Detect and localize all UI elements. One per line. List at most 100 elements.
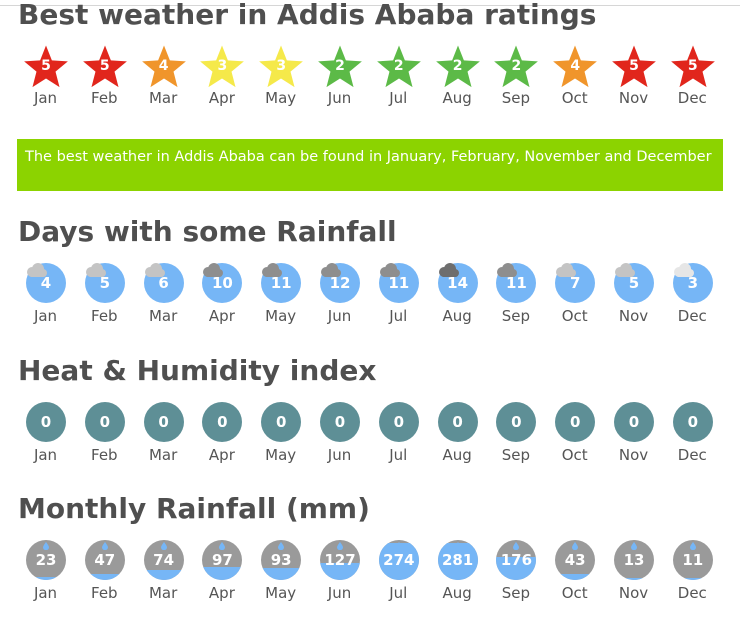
month-label: Nov — [618, 446, 649, 464]
month-label: Mar — [148, 307, 178, 325]
rainfall-circle: 93 — [261, 540, 302, 580]
month-label: Apr — [208, 584, 235, 602]
month-label: Feb — [91, 446, 118, 464]
month-label: Nov — [618, 307, 649, 325]
rating-cell-aug: Aug 2 — [428, 45, 487, 115]
value-label: 3 — [276, 58, 287, 74]
month-label: Nov — [618, 89, 649, 107]
monthly-rainfall-cell-sep: Sep 176 — [486, 540, 545, 610]
heat-index-cell-jan: Jan 0 — [16, 402, 75, 472]
top-border — [0, 0, 740, 6]
rainfall-circle: 274 — [378, 540, 419, 580]
raindrop-icon — [454, 542, 461, 550]
value-label: 0 — [511, 413, 522, 431]
rain-days-circle: 11 — [261, 263, 302, 303]
month-label: Sep — [501, 584, 531, 602]
value-label: 0 — [217, 413, 228, 431]
month-label: Sep — [501, 307, 531, 325]
value-label: 281 — [441, 551, 474, 569]
month-label: Apr — [208, 89, 235, 107]
rain-days-cell-aug: Aug 14 — [428, 263, 487, 333]
value-label: 0 — [452, 413, 463, 431]
rain-days-cell-apr: Apr 10 — [192, 263, 251, 333]
month-label: Jan — [33, 446, 58, 464]
heat-index-circle: 0 — [84, 402, 125, 442]
rating-cell-feb: Feb 5 — [75, 45, 134, 115]
value-label: 6 — [158, 274, 169, 292]
raindrop-icon — [160, 542, 167, 550]
value-label: 4 — [40, 274, 52, 292]
raindrop-icon — [43, 542, 49, 550]
ratings-row: Jan 5 Feb 5 Mar 4 Apr 3 May 3 Jun 2 Jul 2 Aug 2 Sep 2 Oct 4… — [16, 45, 723, 115]
value-label: 5 — [629, 58, 639, 74]
monthly-rainfall-cell-jun: Jun 127 — [310, 540, 369, 610]
month-label: May — [265, 584, 297, 602]
monthly-rainfall-cell-apr: Apr 97 — [192, 540, 251, 610]
month-label: Mar — [148, 584, 178, 602]
value-label: 11 — [270, 274, 292, 292]
heat-index-circle: 0 — [26, 402, 66, 442]
rainfall-fill — [26, 576, 66, 580]
rain-days-circle: 7 — [555, 263, 596, 303]
rain-days-cell-jun: Jun 12 — [310, 263, 369, 333]
value-label: 274 — [383, 551, 415, 569]
rain-days-circle: 11 — [378, 263, 419, 303]
monthly-rainfall-cell-oct: Oct 43 — [545, 540, 604, 610]
value-label: 127 — [324, 551, 356, 569]
rainfall-fill — [261, 567, 302, 580]
month-label: Oct — [561, 584, 588, 602]
rating-cell-jul: Jul 2 — [369, 45, 428, 115]
value-label: 0 — [40, 413, 52, 431]
rain-days-circle: 4 — [26, 263, 66, 303]
star-icon: 5 — [23, 45, 69, 89]
month-label: Jan — [33, 307, 58, 325]
raindrop-icon — [513, 542, 520, 550]
rainfall-circle: 11 — [672, 540, 713, 580]
heat-index-cell-sep: Sep 0 — [486, 402, 545, 472]
month-label: Jul — [389, 446, 408, 464]
cloud-icon — [144, 263, 165, 277]
rain-days-circle: 10 — [202, 263, 243, 303]
raindrop-icon — [219, 542, 226, 550]
heat-index-circle: 0 — [320, 402, 360, 442]
heat-index-cell-nov: Nov 0 — [604, 402, 663, 472]
month-label: Aug — [442, 584, 472, 602]
rain-days-cell-dec: Dec 3 — [663, 263, 722, 333]
heat-index-row: Jan 0 Feb 0 Mar 0 Apr 0 May 0 Jun 0 Jul 0 Aug 0 Sep 0 Oct 0… — [16, 402, 723, 472]
rain-days-circle: 5 — [614, 263, 654, 303]
rainfall-circle: 127 — [320, 540, 360, 580]
monthly-rainfall-cell-jul: Jul 274 — [369, 540, 428, 610]
rain-days-cell-nov: Nov 5 — [604, 263, 663, 333]
rain-days-cell-may: May 11 — [251, 263, 310, 333]
rainfall-circle: 43 — [555, 540, 596, 580]
rainfall-circle: 176 — [496, 540, 537, 580]
heat-index-circle: 0 — [672, 402, 713, 442]
star-icon: 5 — [670, 45, 716, 89]
rain-days-circle: 12 — [320, 263, 360, 303]
value-label: 74 — [153, 551, 175, 569]
monthly-rainfall-cell-dec: Dec 11 — [663, 540, 722, 610]
heat-index-cell-dec: Dec 0 — [663, 402, 722, 472]
value-label: 5 — [41, 58, 51, 74]
heat-index-cell-apr: Apr 0 — [192, 402, 251, 472]
cloud-icon — [85, 263, 106, 277]
cloud-icon — [262, 263, 283, 277]
heat-index-circle: 0 — [437, 402, 478, 442]
rain-days-cell-jul: Jul 11 — [369, 263, 428, 333]
cloud-icon — [27, 263, 47, 277]
value-label: 3 — [217, 58, 228, 74]
month-label: Oct — [561, 307, 588, 325]
value-label: 11 — [682, 551, 704, 569]
month-label: Sep — [501, 89, 531, 107]
best-weather-banner: The best weather in Addis Ababa can be f… — [17, 139, 723, 191]
rain-days-circle: 3 — [672, 263, 713, 303]
value-label: 0 — [334, 413, 346, 431]
rainfall-circle: 13 — [614, 540, 654, 580]
rain-days-circle: 6 — [143, 263, 184, 303]
month-label: Oct — [561, 446, 588, 464]
month-label: Jun — [327, 307, 352, 325]
star-icon: 5 — [611, 45, 657, 89]
star-icon: 2 — [376, 45, 422, 89]
month-label: Jul — [389, 584, 408, 602]
heat-index-cell-feb: Feb 0 — [75, 402, 134, 472]
